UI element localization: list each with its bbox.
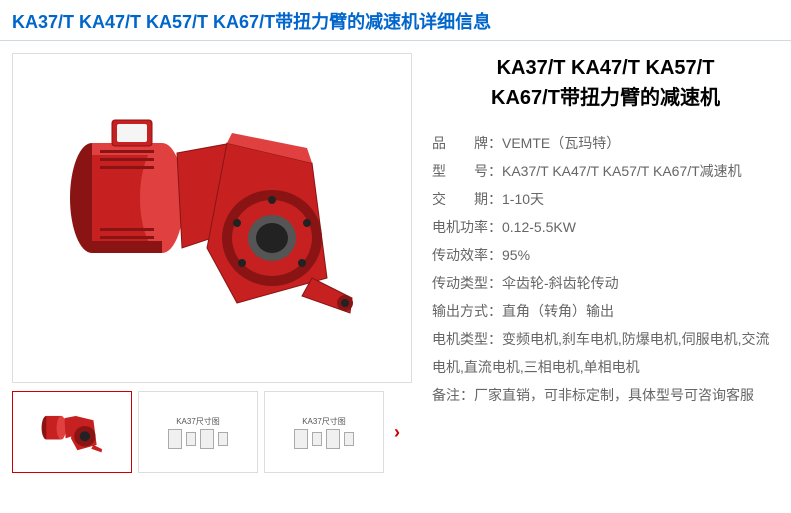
spec-model: 型 号：KA37/T KA47/T KA57/T KA67/T减速机: [432, 157, 779, 185]
image-gallery: KA37尺寸图 KA37尺寸图 ›: [12, 53, 412, 473]
thumbnail-3[interactable]: KA37尺寸图: [264, 391, 384, 473]
product-title-line2: KA67/T带扭力臂的减速机: [491, 87, 720, 109]
spec-brand: 品 牌：VEMTE（瓦玛特）: [432, 129, 779, 157]
product-title-line1: KA37/T KA47/T KA57/T: [497, 57, 715, 79]
thumbnail-1-image: [27, 402, 117, 462]
gearbox-illustration: [32, 78, 392, 358]
spec-remark: 备注：厂家直销，可非标定制，具体型号可咨询客服: [432, 381, 779, 409]
spec-leadtime: 交 期：1-10天: [432, 185, 779, 213]
content-row: KA37尺寸图 KA37尺寸图 ›: [0, 41, 791, 485]
thumbnail-3-diagram: [294, 429, 354, 449]
product-title: KA37/T KA47/T KA57/T KA67/T带扭力臂的减速机: [432, 53, 779, 113]
thumbnail-row: KA37尺寸图 KA37尺寸图 ›: [12, 391, 412, 473]
thumbnail-2-label: KA37尺寸图: [176, 416, 220, 427]
spec-transmission: 传动类型：伞齿轮-斜齿轮传动: [432, 269, 779, 297]
product-details: KA37/T KA47/T KA57/T KA67/T带扭力臂的减速机 品 牌：…: [432, 53, 779, 473]
thumbnail-next-arrow[interactable]: ›: [390, 418, 404, 447]
spec-efficiency: 传动效率：95%: [432, 241, 779, 269]
spec-motor-type: 电机类型：变频电机,刹车电机,防爆电机,伺服电机,交流电机,直流电机,三相电机,…: [432, 325, 779, 381]
thumbnail-2-diagram: [168, 429, 228, 449]
page-heading: KA37/T KA47/T KA57/T KA67/T带扭力臂的减速机详细信息: [0, 0, 791, 41]
thumbnail-3-label: KA37尺寸图: [302, 416, 346, 427]
spec-output: 输出方式：直角（转角）输出: [432, 297, 779, 325]
thumbnail-2[interactable]: KA37尺寸图: [138, 391, 258, 473]
thumbnail-1[interactable]: [12, 391, 132, 473]
spec-list: 品 牌：VEMTE（瓦玛特） 型 号：KA37/T KA47/T KA57/T …: [432, 129, 779, 409]
spec-power: 电机功率：0.12-5.5KW: [432, 213, 779, 241]
main-product-image[interactable]: [12, 53, 412, 383]
